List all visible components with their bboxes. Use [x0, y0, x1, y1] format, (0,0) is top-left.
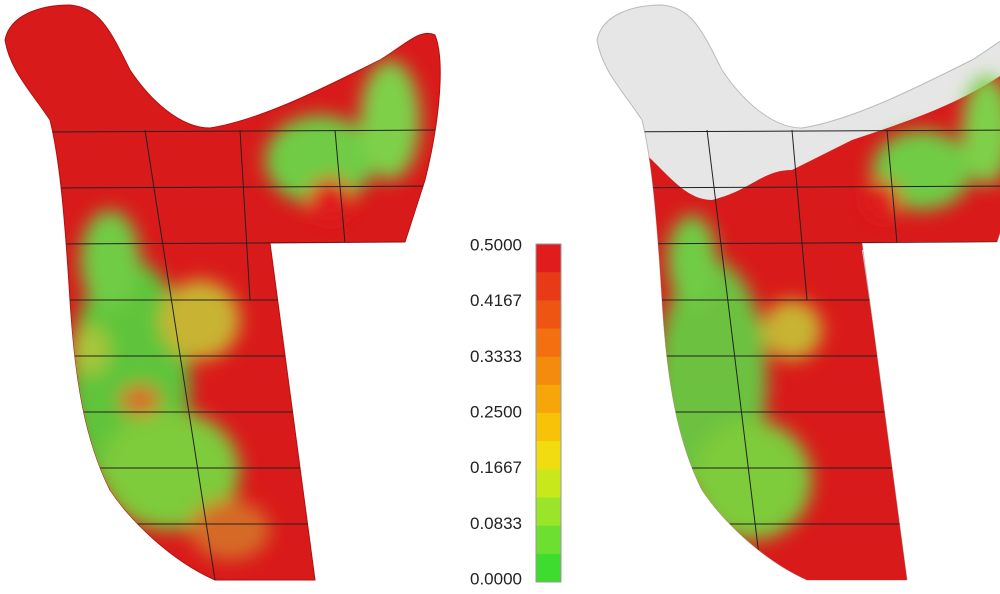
jaw-map-right	[596, 4, 1000, 581]
colorbar-step	[536, 384, 561, 414]
colorbar-tick-label: 0.5000	[470, 235, 522, 254]
colorbar-tick-label: 0.0000	[470, 569, 522, 588]
colorbar-tick-label: 0.2500	[470, 402, 522, 421]
colorbar-tick-label: 0.1667	[470, 458, 522, 477]
colorbar-step	[536, 328, 561, 358]
colorbar-step	[536, 525, 561, 555]
colorbar-tick-label: 0.3333	[470, 347, 522, 366]
colorbar-tick-label: 0.0833	[470, 514, 522, 533]
colorbar-frame	[535, 243, 562, 583]
colorbar-step	[536, 441, 561, 470]
colorbar-step	[536, 244, 561, 273]
colorbar-step	[536, 300, 561, 329]
colorbar-step	[536, 553, 561, 583]
colorbar-step	[536, 413, 561, 442]
jaw-map-left	[5, 5, 445, 580]
colorbar: 0.5000 0.4167 0.3333 0.2500 0.1667 0.0833 0.00…	[470, 235, 562, 588]
colorbar-step	[536, 469, 561, 498]
colorbar-step	[536, 272, 561, 301]
colorbar-step	[536, 356, 561, 386]
colorbar-step	[536, 497, 561, 527]
colorbar-tick-label: 0.4167	[470, 291, 522, 310]
